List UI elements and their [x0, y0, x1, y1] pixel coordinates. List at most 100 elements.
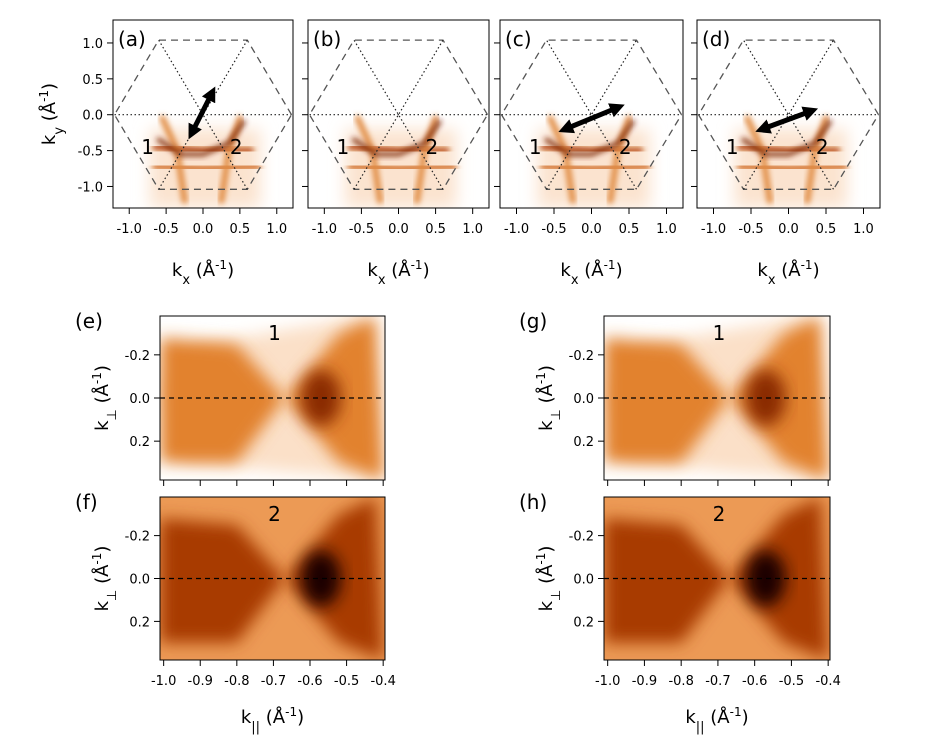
cut-label: 2 [816, 135, 829, 159]
label-part: k [560, 260, 571, 281]
x-tick-label: 0.0 [388, 222, 409, 237]
panel: 1 2 (c) -1.0 -0.5 0.0 0.5 1.0 kx (Å-1) [494, 19, 684, 288]
x-tick-label: 0.5 [230, 222, 251, 237]
panel: 1 2 (b) -1.0 -0.5 0.0 0.5 1.0 kx (Å-1) [302, 19, 490, 288]
label-part: || [696, 720, 705, 735]
axis-label: kx (Å-1) [172, 258, 234, 288]
y-tick-label: -0.2 [569, 530, 594, 545]
axis-label: k⊥ (Å-1) [534, 365, 564, 431]
map-band [539, 163, 651, 172]
x-tick-label: 0.5 [619, 222, 640, 237]
label-part: (Å [190, 259, 216, 281]
symmetry-line [742, 39, 835, 190]
y-tick-label: 0.0 [129, 573, 150, 588]
map-peak [745, 370, 786, 426]
x-tick-label: 1.0 [853, 222, 874, 237]
panel: 1 (g) -0.2 0.0 0.2 k⊥ (Å-1) [519, 309, 831, 486]
panel-label: (b) [313, 27, 341, 51]
symmetry-line [545, 39, 638, 190]
x-tick-label: -0.7 [705, 674, 730, 689]
map-band [152, 163, 262, 172]
label-part: (Å [705, 706, 731, 728]
cut-label: 1 [268, 321, 281, 345]
label-part: ) [536, 546, 557, 553]
y-tick-label: -1.0 [78, 180, 103, 195]
label-part: k [92, 420, 113, 431]
symmetry-line [742, 39, 835, 190]
x-tick-label: 1.0 [656, 222, 677, 237]
map-wing [160, 518, 285, 643]
cut-label: 1 [529, 135, 542, 159]
label-part: -1 [285, 705, 297, 719]
symmetry-line [353, 39, 444, 190]
label-part: (Å [535, 564, 557, 590]
cut-label: 2 [619, 135, 632, 159]
label-part: k [241, 707, 252, 728]
label-part: x [378, 273, 386, 288]
map-wing [160, 337, 285, 463]
intensity-map [149, 115, 262, 208]
x-tick-label: -0.5 [738, 222, 763, 237]
axis-label: k|| (Å-1) [685, 705, 748, 735]
y-tick-label: 0.2 [573, 435, 594, 450]
intensity-map [345, 115, 458, 208]
label-part: ⊥ [549, 590, 564, 601]
label-part: k [757, 260, 768, 281]
x-tick-label: -0.9 [632, 674, 657, 689]
y-tick-label: 1.0 [82, 37, 103, 52]
label-part: (Å [535, 383, 557, 409]
y-tick-label: 0.0 [129, 392, 150, 407]
y-tick-label: 0.2 [129, 615, 150, 630]
panel: 2 (f) -1.0 -0.9 -0.8 -0.7 -0.6 -0.5 -0.4 -0.2 0.0 0… [75, 490, 396, 735]
map-peak [300, 550, 341, 607]
map-band [352, 119, 442, 157]
x-tick-label: 1.0 [266, 222, 287, 237]
x-tick-label: -1.0 [595, 674, 620, 689]
direction-arrow [558, 103, 625, 134]
label-part: k [536, 420, 557, 431]
label-part: ) [227, 260, 234, 281]
map-band [607, 115, 632, 204]
label-part: -1 [411, 258, 423, 272]
label-part: -1 [90, 372, 104, 384]
cut-label: 1 [713, 321, 726, 345]
x-tick-label: 0.0 [581, 222, 602, 237]
label-part: y [52, 127, 67, 135]
cut-label: 2 [713, 502, 726, 526]
intensity-map [537, 115, 651, 208]
axis-label: k|| (Å-1) [241, 705, 304, 735]
x-tick-label: -0.5 [541, 222, 566, 237]
label-part: x [571, 273, 579, 288]
cut-label: 2 [268, 502, 281, 526]
y-tick-label: -0.2 [125, 530, 150, 545]
x-tick-label: -0.6 [742, 674, 767, 689]
map-peak [745, 550, 786, 607]
label-part: -1 [801, 258, 813, 272]
x-tick-label: 0.5 [425, 222, 446, 237]
label-part: ) [297, 707, 304, 728]
label-part: ) [423, 260, 430, 281]
label-part: x [768, 273, 776, 288]
axis-label: k⊥ (Å-1) [90, 546, 120, 612]
label-part: ) [536, 365, 557, 372]
label-part: (Å [386, 259, 412, 281]
y-tick-label: 0.0 [573, 392, 594, 407]
x-tick-label: 0.5 [816, 222, 837, 237]
x-tick-label: -0.8 [668, 674, 693, 689]
label-part: (Å [91, 383, 113, 409]
label-part: k [92, 600, 113, 611]
direction-arrow [188, 86, 216, 140]
label-part: (Å [38, 101, 60, 127]
x-tick-label: -0.4 [370, 674, 395, 689]
symmetry-line [158, 39, 248, 190]
x-tick-label: -0.5 [349, 222, 374, 237]
x-tick-label: -0.5 [334, 674, 359, 689]
label-part: (Å [579, 259, 605, 281]
label-part: ) [616, 260, 623, 281]
axis-label: k⊥ (Å-1) [90, 365, 120, 431]
label-part: ) [92, 365, 113, 372]
label-part: ) [813, 260, 820, 281]
map-band [347, 163, 458, 172]
label-part: k [172, 260, 183, 281]
